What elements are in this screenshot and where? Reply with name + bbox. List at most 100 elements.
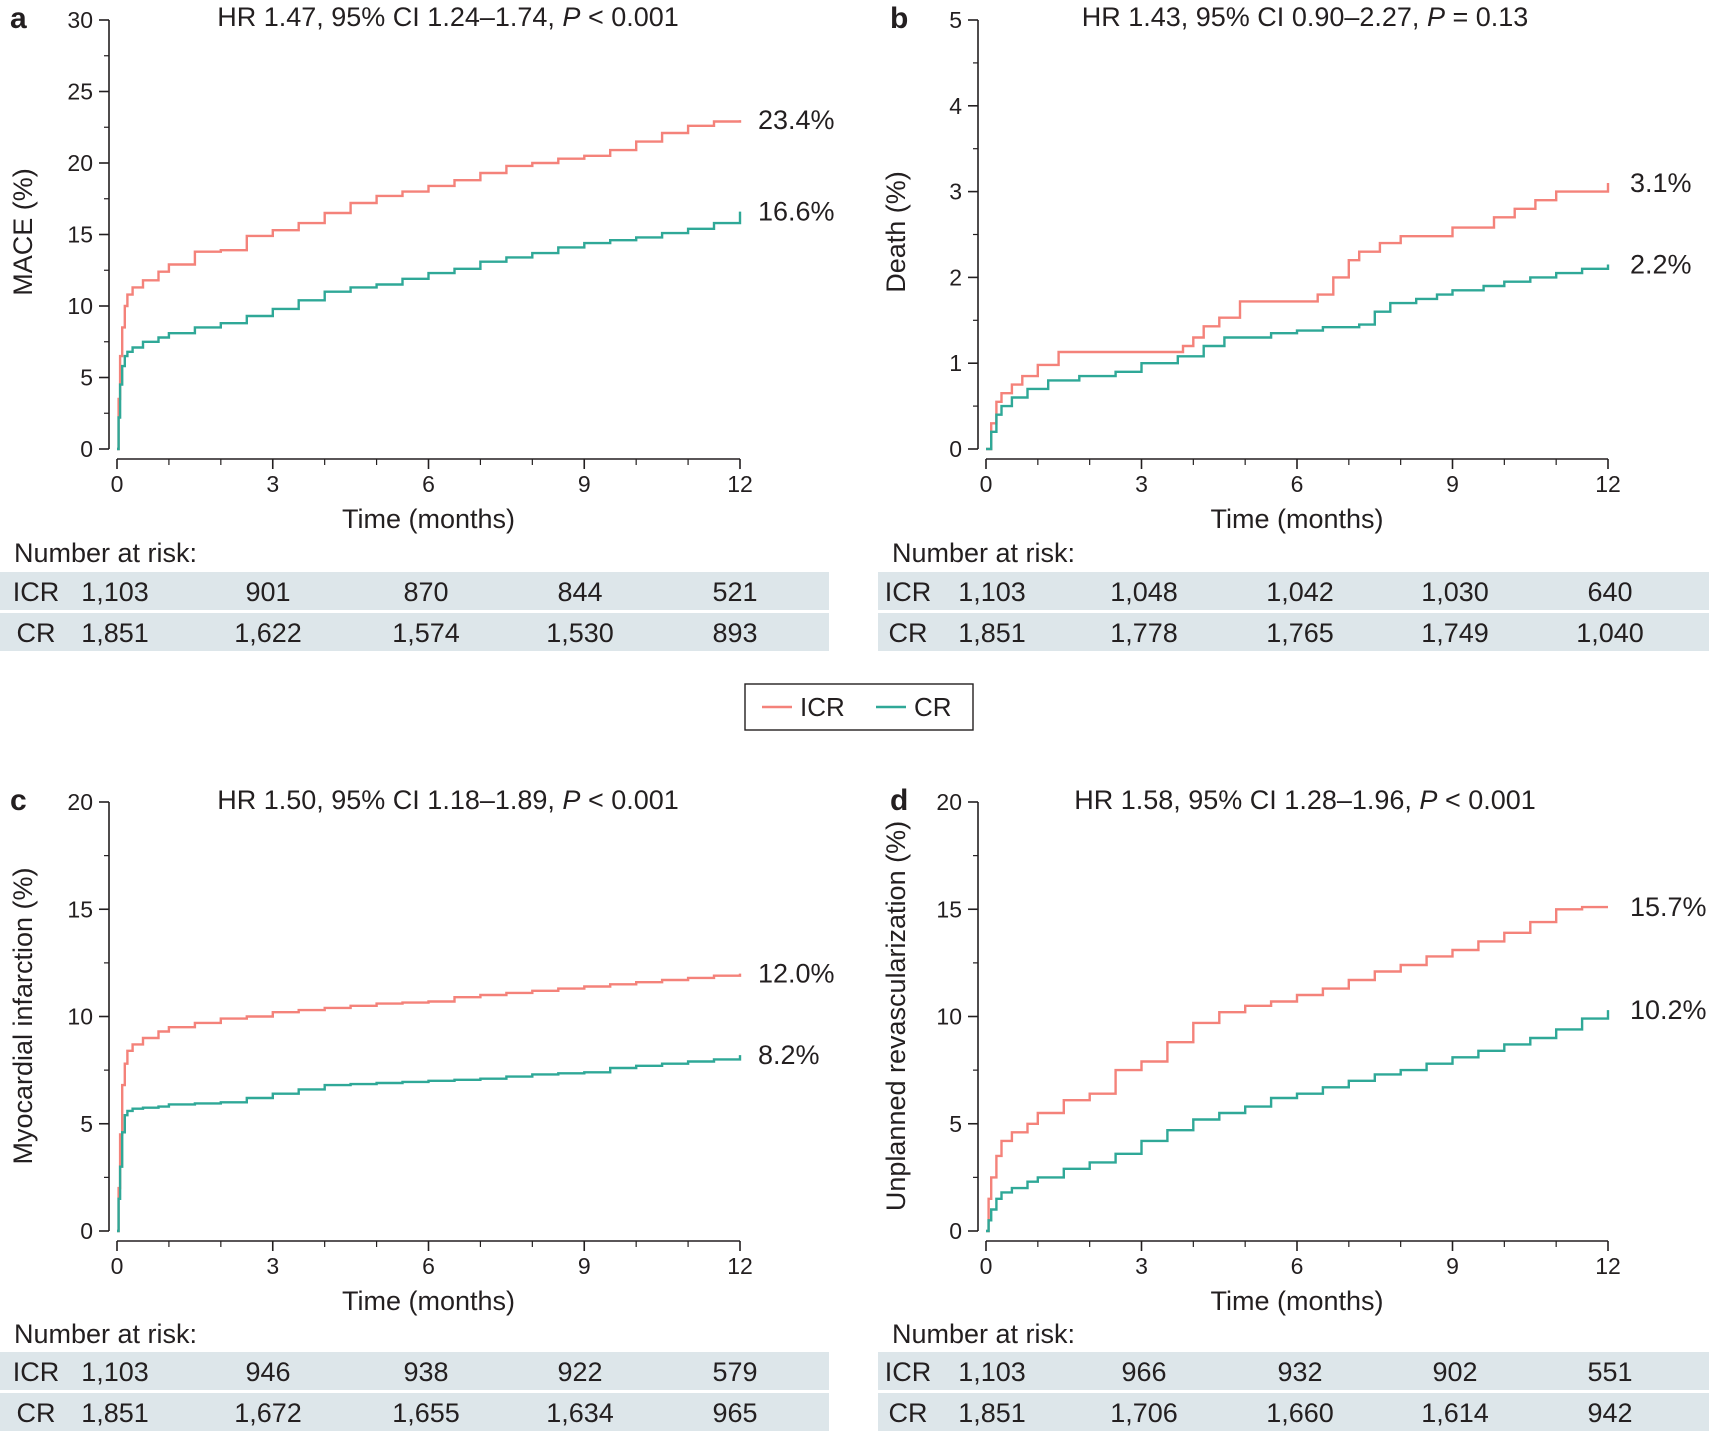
- risk-value: 551: [1587, 1357, 1632, 1387]
- y-tick-label: 15: [936, 896, 962, 922]
- hr-text: HR 1.50, 95% CI 1.18–1.89,: [217, 785, 562, 815]
- risk-value: 946: [245, 1357, 290, 1387]
- y-tick-label: 20: [67, 150, 93, 176]
- risk-row-cr: [878, 613, 1709, 651]
- risk-title: Number at risk:: [892, 1319, 1075, 1349]
- y-tick-label: 15: [67, 222, 93, 248]
- risk-value: 1,765: [1266, 618, 1334, 648]
- x-tick-label: 9: [1446, 471, 1459, 497]
- panel-d: d HR 1.58, 95% CI 1.28–1.96, P < 0.001 0 5 1…: [878, 784, 1709, 1431]
- y-tick-label: 30: [67, 7, 93, 33]
- risk-value: 966: [1121, 1357, 1166, 1387]
- risk-value: 902: [1432, 1357, 1477, 1387]
- risk-value: 1,040: [1576, 618, 1644, 648]
- risk-group-label: CR: [889, 618, 928, 648]
- panel-letter: b: [890, 2, 908, 35]
- risk-group-label: CR: [17, 1398, 56, 1428]
- p-symbol: P: [562, 785, 580, 815]
- x-tick-label: 12: [727, 471, 753, 497]
- risk-value: 521: [712, 577, 757, 607]
- p-value: < 0.001: [580, 2, 678, 32]
- x-tick-label: 6: [1291, 471, 1304, 497]
- y-axis-title: MACE (%): [8, 168, 38, 296]
- legend: ICR CR: [744, 683, 974, 731]
- risk-value: 1,851: [958, 618, 1026, 648]
- x-tick-label: 0: [111, 471, 124, 497]
- series-cr-curve: [117, 1055, 742, 1233]
- series-icr-end-label: 12.0%: [758, 959, 835, 989]
- y-tick-label: 5: [949, 1111, 962, 1137]
- x-tick-label: 6: [422, 471, 435, 497]
- x-axis-title: Time (months): [342, 1286, 515, 1316]
- y-tick-label: 0: [80, 436, 93, 462]
- risk-value: 938: [403, 1357, 448, 1387]
- y-tick-label: 5: [80, 1111, 93, 1137]
- p-value: < 0.001: [580, 785, 678, 815]
- risk-value: 1,660: [1266, 1398, 1334, 1428]
- risk-value: 1,042: [1266, 577, 1334, 607]
- panel-c: c HR 1.50, 95% CI 1.18–1.89, P < 0.001 0 5 1…: [0, 784, 835, 1431]
- x-tick-label: 3: [266, 1253, 279, 1279]
- series-cr-end-label: 16.6%: [758, 197, 835, 227]
- y-tick-label: 25: [67, 79, 93, 105]
- hr-title: HR 1.58, 95% CI 1.28–1.96, P < 0.001: [1074, 785, 1536, 815]
- x-tick-label: 9: [1446, 1253, 1459, 1279]
- risk-row-icr: [0, 1352, 829, 1390]
- risk-value: 1,103: [958, 1357, 1026, 1387]
- risk-value: 965: [712, 1398, 757, 1428]
- y-tick-label: 5: [949, 7, 962, 33]
- risk-value: 932: [1277, 1357, 1322, 1387]
- x-tick-label: 9: [578, 1253, 591, 1279]
- risk-value: 1,749: [1421, 618, 1489, 648]
- legend-icr-label: ICR: [800, 692, 845, 722]
- panel-a: a HR 1.47, 95% CI 1.24–1.74, P < 0.001 0 5 1…: [0, 2, 835, 651]
- risk-value: 1,103: [81, 577, 149, 607]
- risk-title: Number at risk:: [14, 1319, 197, 1349]
- hr-text: HR 1.58, 95% CI 1.28–1.96,: [1074, 785, 1419, 815]
- risk-value: 1,851: [81, 618, 149, 648]
- y-tick-label: 2: [949, 264, 962, 290]
- series-icr-end-label: 3.1%: [1630, 168, 1692, 198]
- y-axis-title: Death (%): [881, 171, 911, 293]
- x-tick-label: 3: [1135, 1253, 1148, 1279]
- y-tick-label: 20: [936, 789, 962, 815]
- series-icr-end-label: 15.7%: [1630, 892, 1707, 922]
- risk-value: 844: [557, 577, 602, 607]
- panel-b: b HR 1.43, 95% CI 0.90–2.27, P = 0.130123…: [878, 2, 1709, 651]
- y-tick-label: 0: [949, 1218, 962, 1244]
- risk-value: 1,634: [546, 1398, 614, 1428]
- y-tick-label: 4: [949, 93, 962, 119]
- p-symbol: P: [562, 2, 580, 32]
- panel-letter: c: [10, 784, 27, 817]
- y-axis-title: Myocardial infarction (%): [8, 867, 38, 1164]
- risk-row-cr: [0, 1393, 829, 1431]
- series-cr-curve: [986, 1010, 1610, 1233]
- series-cr-end-label: 8.2%: [758, 1040, 820, 1070]
- p-value: = 0.13: [1445, 2, 1528, 32]
- y-tick-label: 15: [67, 896, 93, 922]
- risk-group-label: CR: [17, 618, 56, 648]
- panel-letter: d: [890, 784, 908, 817]
- p-symbol: P: [1419, 785, 1437, 815]
- y-tick-label: 0: [949, 436, 962, 462]
- y-tick-label: 20: [67, 789, 93, 815]
- series-cr-end-label: 2.2%: [1630, 250, 1692, 280]
- risk-row-icr: [0, 572, 829, 610]
- y-tick-label: 10: [67, 293, 93, 319]
- risk-value: 1,851: [958, 1398, 1026, 1428]
- risk-value: 942: [1587, 1398, 1632, 1428]
- risk-value: 1,030: [1421, 577, 1489, 607]
- risk-title: Number at risk:: [892, 538, 1075, 568]
- series-icr-curve: [986, 905, 1608, 1233]
- y-tick-label: 1: [949, 350, 962, 376]
- panel-letter: a: [10, 2, 27, 35]
- x-tick-label: 0: [980, 1253, 993, 1279]
- risk-value: 640: [1587, 577, 1632, 607]
- risk-value: 922: [557, 1357, 602, 1387]
- risk-value: 1,672: [234, 1398, 302, 1428]
- x-tick-label: 12: [1595, 1253, 1621, 1279]
- risk-value: 1,614: [1421, 1398, 1489, 1428]
- x-tick-label: 12: [1595, 471, 1621, 497]
- risk-value: 1,851: [81, 1398, 149, 1428]
